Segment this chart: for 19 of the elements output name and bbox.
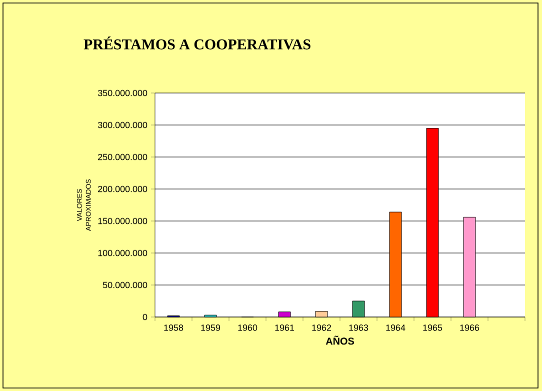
y-tick-label: 0 <box>142 314 148 320</box>
x-tick-label: 1965 <box>423 324 442 331</box>
x-axis-title: AÑOS <box>326 336 354 345</box>
x-tick-label: 1964 <box>386 324 406 331</box>
x-tick-label: 1962 <box>312 324 332 331</box>
y-tick-label: 100.000.000 <box>98 250 148 256</box>
x-tick-label: 1958 <box>164 324 184 331</box>
y-tick-label: 200.000.000 <box>98 186 148 192</box>
x-tick-label: 1960 <box>238 324 258 331</box>
x-tick-label: 1961 <box>275 324 294 331</box>
y-tick-label: 150.000.000 <box>98 218 148 224</box>
chart-title: PRÉSTAMOS A COOPERATIVAS <box>84 36 310 50</box>
y-tick-label: 250.000.000 <box>98 154 148 160</box>
x-tick-label: 1959 <box>201 324 220 331</box>
x-tick-label: 1963 <box>349 324 368 331</box>
x-tick-label: 1966 <box>460 324 480 331</box>
y-tick-label: 50.000.000 <box>102 282 148 288</box>
y-tick-label: 300.000.000 <box>98 122 148 128</box>
y-tick-label: 350.000.000 <box>98 90 148 96</box>
